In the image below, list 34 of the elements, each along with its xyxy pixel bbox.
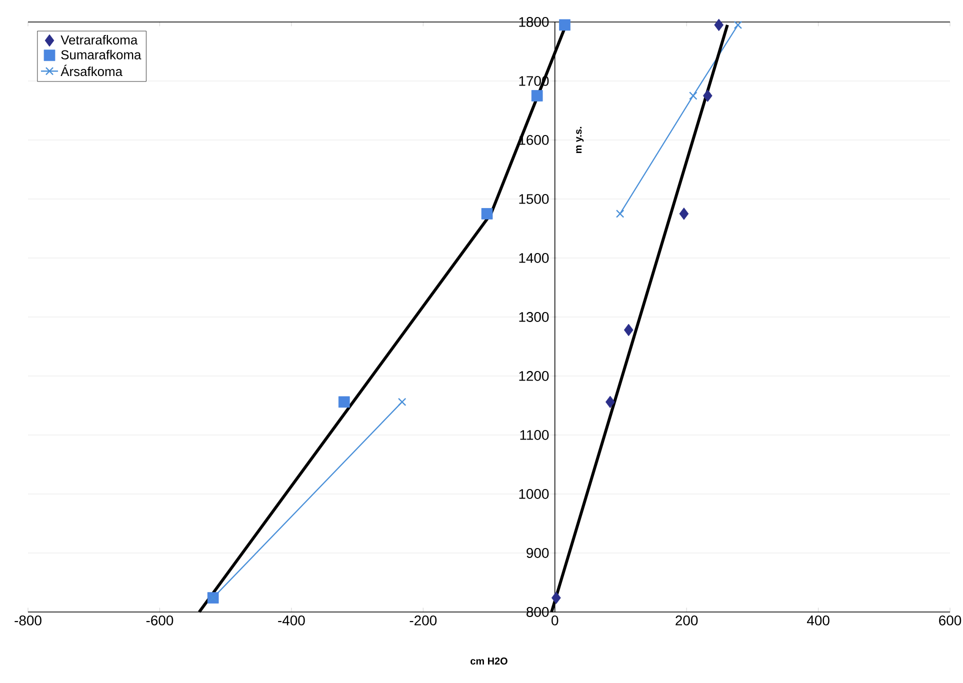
- point: [398, 398, 406, 406]
- point: [606, 396, 615, 408]
- point: [559, 19, 570, 31]
- x-tick-label: -200: [410, 616, 437, 626]
- x-tick-label: 0: [552, 616, 558, 626]
- y-axis-title: m y.s.: [576, 126, 584, 154]
- point: [531, 90, 543, 102]
- x-tick-label: 400: [806, 616, 830, 626]
- x-tick-label: -800: [14, 616, 42, 626]
- y-tick-label: 1000: [519, 489, 549, 499]
- y-tick-label: 1500: [519, 194, 549, 204]
- x-axis-title: cm H2O: [470, 658, 508, 665]
- y-tick-label: 900: [526, 548, 549, 558]
- point: [679, 208, 689, 220]
- point: [624, 324, 634, 336]
- point: [616, 210, 624, 218]
- x-tick-label: -600: [146, 616, 174, 626]
- point: [734, 20, 742, 30]
- point: [702, 90, 712, 102]
- y-tick-label: 1100: [520, 430, 549, 440]
- x-tick-label: -400: [278, 616, 305, 626]
- x-tick-label: 600: [939, 616, 962, 626]
- point: [689, 92, 698, 100]
- x-tick-label: 200: [676, 616, 698, 626]
- point: [714, 18, 724, 32]
- y-tick-label: 1400: [519, 253, 549, 263]
- y-tick-label: 1200: [519, 371, 549, 381]
- legend-label: Ársafkoma: [60, 64, 122, 76]
- legend-label: Sumarafkoma: [61, 50, 142, 60]
- legend-label: Vetrarafkoma: [60, 35, 138, 45]
- point: [338, 396, 350, 408]
- point: [552, 592, 561, 604]
- y-tick-label: 1300: [519, 312, 549, 322]
- point: [481, 208, 493, 220]
